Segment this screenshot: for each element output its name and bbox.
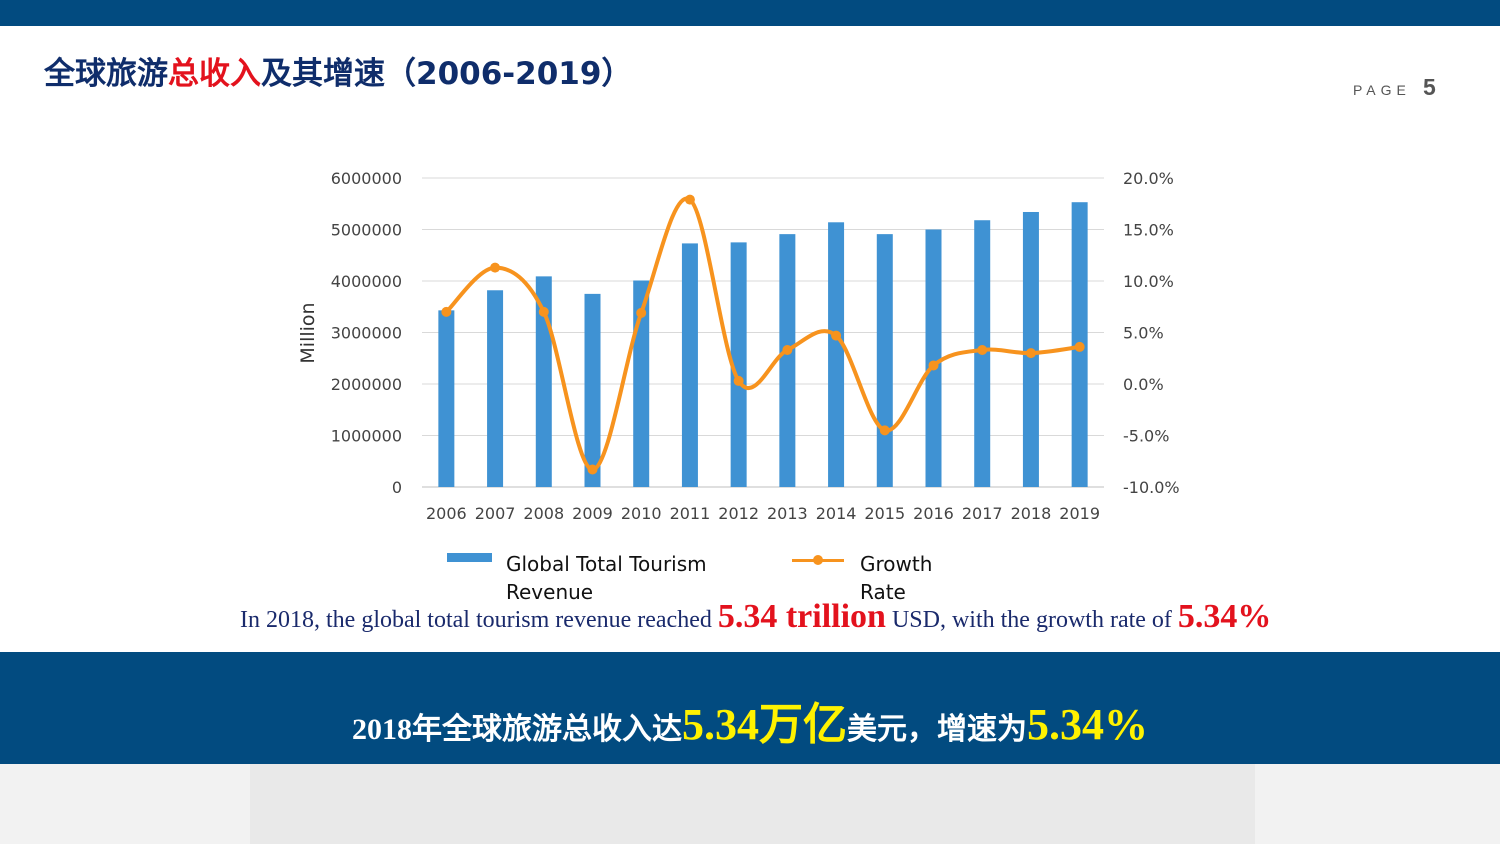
legend-line-marker (813, 555, 823, 565)
y-tick-label: 3000000 (331, 324, 402, 343)
summary-value2: 5.34% (1177, 598, 1272, 635)
revenue-bar (584, 293, 601, 487)
y2-tick-label: 0.0% (1123, 375, 1164, 394)
revenue-bar (876, 234, 893, 487)
revenue-bar (779, 234, 796, 487)
banner-value2: 5.34% (1027, 700, 1148, 749)
y2-tick-label: 5.0% (1123, 324, 1164, 343)
summary-part1: In 2018, the global total tourism revenu… (240, 607, 718, 633)
growth-point (587, 464, 598, 475)
growth-point (928, 360, 939, 371)
growth-point (684, 194, 695, 205)
growth-point (879, 425, 890, 436)
legend-bar-swatch (447, 553, 492, 562)
x-tick-label: 2008 (523, 504, 564, 523)
x-axis-ticks: 2006 2007 2008 2009 2010 2011 2012 2013 2014 2015… (426, 504, 1100, 523)
legend-growth-line2: Rate (860, 580, 906, 604)
x-tick-label: 2015 (864, 504, 905, 523)
legend-growth-line1: Growth (860, 552, 933, 576)
summary-banner (0, 652, 1500, 764)
growth-point (782, 345, 793, 356)
x-tick-label: 2011 (670, 504, 711, 523)
y-tick-label: 4000000 (331, 272, 402, 291)
growth-point (636, 307, 647, 318)
y2-tick-label: 10.0% (1123, 272, 1174, 291)
banner-part2: 美元，增速为 (847, 713, 1027, 746)
revenue-bar (438, 310, 455, 487)
revenue-growth-chart: 0 1000000 2000000 3000000 4000000 5000000 6000… (297, 169, 1180, 523)
y2-tick-label: -10.0% (1123, 478, 1180, 497)
x-tick-label: 2009 (572, 504, 613, 523)
x-tick-label: 2016 (913, 504, 954, 523)
banner-part1: 2018年全球旅游总收入达 (352, 713, 682, 746)
page-number: 5 (1423, 74, 1436, 100)
banner-value1: 5.34万亿 (682, 700, 847, 749)
summary-value1: 5.34 trillion (717, 598, 886, 635)
growth-point (733, 375, 744, 386)
x-tick-label: 2018 (1011, 504, 1052, 523)
growth-point (977, 345, 988, 356)
y-axis-label: Million (297, 302, 319, 363)
banner-text: 2018年全球旅游总收入达5.34万亿美元，增速为5.34% (0, 688, 1500, 752)
revenue-bars (438, 202, 1088, 488)
growth-point (831, 330, 842, 341)
footer-background (0, 764, 1500, 844)
revenue-bar (925, 229, 942, 487)
revenue-bar (730, 242, 747, 487)
revenue-bar (828, 222, 845, 488)
left-axis-ticks: 0 1000000 2000000 3000000 4000000 5000000 6000… (331, 169, 402, 497)
header-bar (0, 0, 1500, 26)
y-tick-label: 1000000 (331, 427, 402, 446)
revenue-bar (535, 276, 552, 487)
revenue-bar (681, 243, 698, 487)
english-summary: In 2018, the global total tourism revenu… (240, 598, 1271, 636)
title-highlight: 总收入 (168, 56, 261, 92)
growth-point (490, 262, 501, 273)
page-label: PAGE (1353, 82, 1411, 98)
legend-revenue-line1: Global Total Tourism (506, 552, 707, 576)
slide-title: 全球旅游总收入及其增速（2006-2019） (44, 48, 632, 93)
x-tick-label: 2012 (718, 504, 759, 523)
revenue-bar (487, 290, 504, 487)
y-tick-label: 5000000 (331, 221, 402, 240)
summary-part2: USD, with the growth rate of (885, 607, 1178, 633)
x-tick-label: 2010 (621, 504, 662, 523)
gridlines (422, 177, 1104, 488)
legend-revenue-line2: Revenue (506, 580, 594, 604)
right-axis-ticks: -10.0% -5.0% 0.0% 5.0% 10.0% 15.0% 20.0% (1123, 169, 1180, 497)
growth-point (538, 306, 549, 317)
y2-tick-label: 15.0% (1123, 221, 1174, 240)
y2-tick-label: 20.0% (1123, 169, 1174, 188)
y-tick-label: 0 (392, 478, 402, 497)
y2-tick-label: -5.0% (1123, 427, 1169, 446)
x-tick-label: 2007 (475, 504, 516, 523)
x-tick-label: 2019 (1059, 504, 1100, 523)
x-tick-label: 2006 (426, 504, 467, 523)
growth-point (441, 306, 452, 317)
growth-line (441, 194, 1085, 475)
legend-revenue: Global Total Tourism Revenue (506, 550, 707, 606)
growth-point (1025, 348, 1036, 359)
x-tick-label: 2014 (816, 504, 857, 523)
growth-point (1074, 341, 1085, 352)
footer-skyline (250, 764, 1255, 844)
growth-line-path (444, 196, 1080, 472)
x-tick-label: 2013 (767, 504, 808, 523)
x-tick-label: 2017 (962, 504, 1003, 523)
y-tick-label: 6000000 (331, 169, 402, 188)
legend-growth: Growth Rate (860, 550, 932, 606)
title-part1: 全球旅游 (44, 56, 168, 92)
title-part2: 及其增速（2006-2019） (261, 56, 633, 92)
y-tick-label: 2000000 (331, 375, 402, 394)
